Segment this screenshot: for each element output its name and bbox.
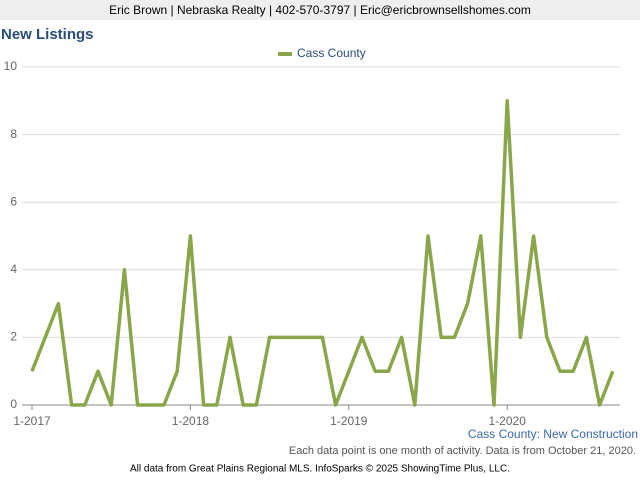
- x-tick-label: 1-2019: [330, 414, 368, 428]
- x-tick-label: 1-2020: [489, 414, 527, 428]
- y-tick-label: 0: [10, 397, 17, 411]
- y-tick-label: 2: [10, 330, 17, 344]
- chart-title: New Listings: [1, 26, 94, 43]
- y-tick-label: 10: [4, 59, 18, 73]
- note: Each data point is one month of activity…: [289, 445, 636, 457]
- legend-label: Cass County: [297, 46, 366, 60]
- y-tick-label: 6: [10, 194, 17, 208]
- x-tick-label: 1-2017: [13, 414, 51, 428]
- header-text: Eric Brown | Nebraska Realty | 402-570-3…: [109, 3, 531, 17]
- y-tick-label: 8: [10, 127, 17, 141]
- x-tick-label: 1-2018: [172, 414, 210, 428]
- chart-caption: Cass County: New Construction: [468, 427, 638, 441]
- header-bar: [0, 0, 640, 20]
- footer: All data from Great Plains Regional MLS.…: [130, 464, 510, 475]
- series-line: [30, 99, 615, 407]
- y-tick-label: 4: [10, 262, 17, 276]
